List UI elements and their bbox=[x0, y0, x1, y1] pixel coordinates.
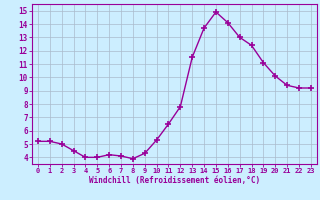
X-axis label: Windchill (Refroidissement éolien,°C): Windchill (Refroidissement éolien,°C) bbox=[89, 176, 260, 185]
